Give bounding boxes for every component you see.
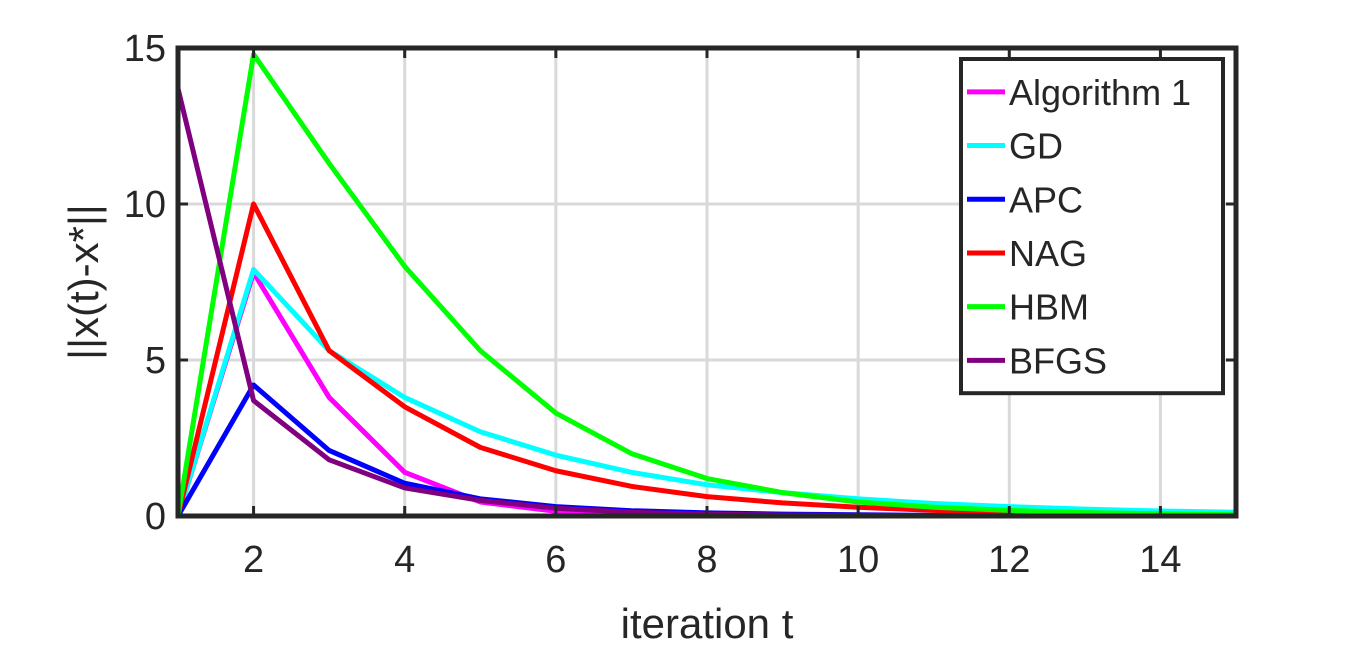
x-tick-label: 4	[394, 539, 415, 581]
tick-labels: 2 4 6 8 10 12 14 0 5 10 15	[124, 28, 1236, 581]
legend: Algorithm 1 GD APC NAG HBM BFGS	[959, 57, 1225, 396]
y-tick-label: 0	[145, 496, 166, 538]
x-axis-label: iteration t	[621, 600, 794, 647]
x-tick-label: 6	[545, 539, 566, 581]
y-tick-label: 15	[124, 28, 166, 70]
legend-label-apc: APC	[1009, 179, 1083, 220]
y-tick-label: 5	[145, 340, 166, 382]
y-axis-label: ||x(t)-x*||	[60, 204, 107, 360]
x-tick-label: 2	[243, 539, 264, 581]
x-tick-label: 12	[988, 539, 1030, 581]
x-tick-label: 10	[837, 539, 879, 581]
legend-label-nag: NAG	[1009, 233, 1087, 274]
legend-label-bfgs: BFGS	[1009, 340, 1107, 381]
y-tick-label: 10	[124, 184, 166, 226]
legend-label-hbm: HBM	[1009, 287, 1089, 328]
series-line-hbm	[175, 51, 1237, 518]
legend-label-gd: GD	[1009, 126, 1063, 167]
legend-label-algorithm-1: Algorithm 1	[1009, 72, 1191, 113]
x-tick-label: 8	[696, 539, 717, 581]
series-line-gd	[175, 267, 1237, 517]
legend-box	[959, 57, 1225, 396]
x-tick-label: 14	[1139, 539, 1181, 581]
